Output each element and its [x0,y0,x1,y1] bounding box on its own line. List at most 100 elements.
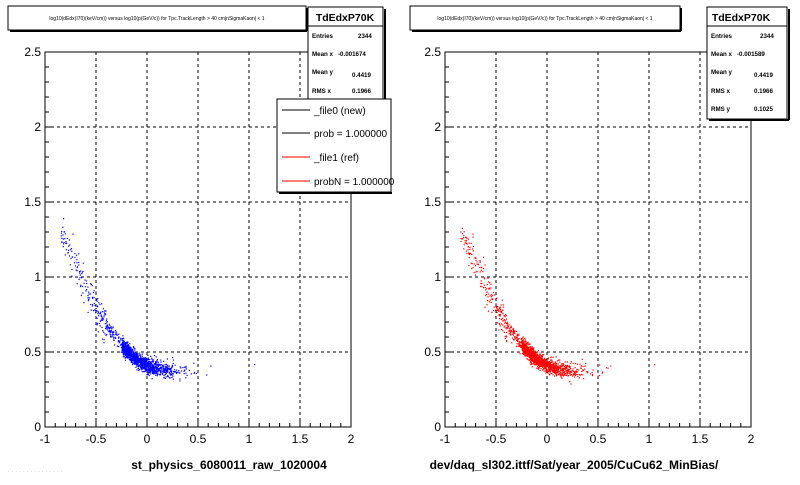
scatter-point [163,371,165,373]
scatter-point [150,371,152,373]
scatter-point [141,368,143,370]
scatter-point [167,367,169,369]
scatter-point [535,355,537,357]
scatter-point [148,363,150,365]
scatter-point [150,370,152,372]
scatter-point [502,313,504,315]
scatter-point [544,368,546,370]
scatter-point [128,345,130,347]
scatter-point [521,338,523,340]
scatter-point [554,366,556,368]
scatter-point [169,373,171,375]
scatter-point [124,345,126,347]
scatter-point [529,347,531,349]
scatter-point [535,359,537,362]
scatter-point [130,354,132,356]
scatter-point [107,325,109,327]
scatter-point [473,263,475,265]
scatter-point [554,363,556,365]
right-panel: log10(dEdx(I70)(keV/cm)) versus log10(p(… [409,5,790,472]
scatter-point [76,259,78,261]
scatter-point [538,364,541,366]
scatter-point [480,269,482,271]
scatter-point [130,355,132,357]
scatter-point [130,349,132,351]
scatter-point [543,370,545,372]
scatter-point [464,240,466,242]
scatter-point [166,358,168,360]
scatter-point [97,311,99,313]
scatter-point [521,341,523,343]
scatter-point [566,371,568,373]
scatter-point [518,342,520,344]
scatter-point [534,353,536,356]
scatter-point [134,348,136,350]
scatter-point [156,372,158,374]
scatter-point [144,357,146,359]
right-stats-row-label: Entries [711,33,733,40]
scatter-point [103,311,105,313]
scatter-point [106,333,108,335]
scatter-point [513,330,515,332]
scatter-point [517,340,519,342]
scatter-point [124,353,126,355]
scatter-point [138,364,141,366]
scatter-point [63,218,65,220]
scatter-point [157,364,159,366]
scatter-point [158,370,160,372]
scatter-point [114,344,116,346]
scatter-point [170,369,172,371]
scatter-point [487,293,489,295]
scatter-point [87,295,89,297]
scatter-point [537,360,539,362]
scatter-point [147,368,149,371]
scatter-point [156,364,158,366]
scatter-point [122,350,124,353]
scatter-point [98,322,100,325]
scatter-point [499,314,502,316]
scatter-point [523,353,525,355]
scatter-point [507,326,509,328]
scatter-point [138,369,140,371]
scatter-point [64,238,66,240]
scatter-point [76,266,78,269]
scatter-point [461,233,464,235]
scatter-point [75,269,77,271]
scatter-point [88,297,91,299]
scatter-point [141,353,143,355]
scatter-point [130,358,132,360]
scatter-point [505,314,507,317]
scatter-point [125,353,127,355]
scatter-point [544,357,546,359]
scatter-point [474,256,476,259]
scatter-point [507,325,509,327]
scatter-point [461,227,463,229]
scatter-point [139,361,141,363]
scatter-point [102,330,104,332]
scatter-point [106,327,108,329]
scatter-point [548,366,550,368]
scatter-point [130,361,132,363]
scatter-point [165,369,167,371]
scatter-point [120,351,122,353]
right-stats-row-value: 2344 [760,33,774,40]
x-tick-label: 1 [246,432,253,446]
scatter-point [74,256,76,259]
scatter-point [508,332,510,334]
scatter-point [552,370,554,373]
scatter-point [113,332,115,334]
scatter-point [101,303,103,305]
scatter-point [539,357,541,359]
scatter-point [136,365,138,367]
scatter-point [536,354,538,356]
scatter-point [115,331,117,333]
scatter-point [120,339,122,341]
scatter-point [102,317,104,319]
scatter-point [160,359,162,361]
scatter-point [496,309,498,311]
scatter-point [78,264,80,266]
scatter-point [515,345,517,347]
scatter-point [574,367,576,369]
scatter-point [513,334,515,336]
scatter-point [544,363,546,365]
